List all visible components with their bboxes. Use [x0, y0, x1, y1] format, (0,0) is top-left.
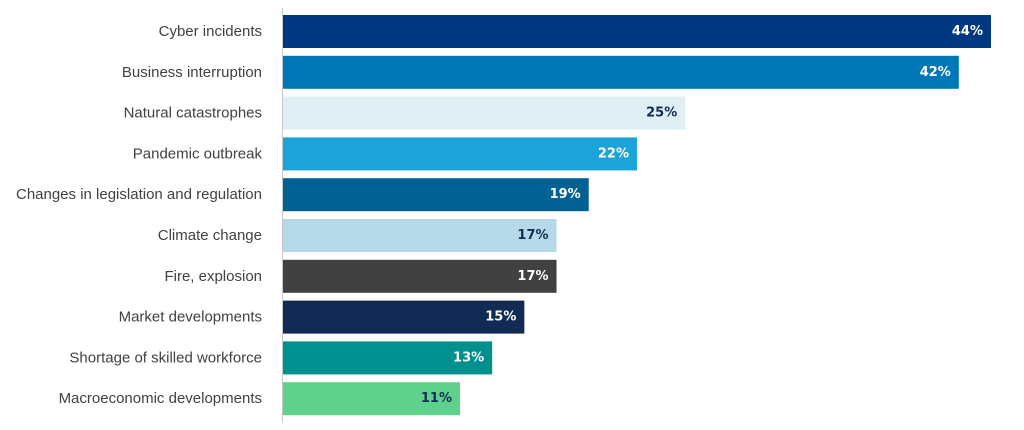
- category-labels-group: Cyber incidents Business interruption Natu…: [16, 23, 263, 407]
- value-label: 11%: [421, 391, 452, 406]
- value-label: 17%: [517, 228, 548, 243]
- category-label: Changes in legislation and regulation: [16, 186, 262, 203]
- bars-group: [283, 15, 991, 416]
- value-label: 22%: [598, 146, 629, 161]
- bar: [283, 219, 557, 252]
- bar: [283, 382, 460, 416]
- category-label: Shortage of skilled workforce: [69, 349, 262, 366]
- value-label: 13%: [453, 350, 484, 365]
- bar: [283, 341, 493, 375]
- value-label: 15%: [485, 310, 516, 325]
- bar: [283, 178, 589, 212]
- value-label: 25%: [646, 106, 677, 121]
- bar: [283, 15, 991, 48]
- bar: [283, 55, 959, 89]
- value-label: 19%: [550, 187, 581, 202]
- category-label: Cyber incidents: [159, 23, 262, 40]
- category-label: Climate change: [158, 227, 262, 244]
- category-label: Pandemic outbreak: [133, 145, 263, 162]
- bar: [283, 137, 637, 171]
- bar: [283, 96, 686, 130]
- bar: [283, 300, 525, 334]
- value-label: 42%: [920, 65, 951, 80]
- value-label: 17%: [517, 269, 548, 284]
- category-label: Natural catastrophes: [124, 105, 262, 122]
- category-label: Macroeconomic developments: [59, 390, 262, 407]
- category-label: Fire, explosion: [164, 268, 262, 285]
- category-label: Business interruption: [122, 64, 262, 81]
- value-labels-group: 44% 42% 25% 22% 19% 17% 17% 15% 13% 11%: [421, 24, 983, 406]
- bar: [283, 259, 557, 293]
- value-label: 44%: [952, 24, 983, 39]
- category-label: Market developments: [119, 309, 262, 326]
